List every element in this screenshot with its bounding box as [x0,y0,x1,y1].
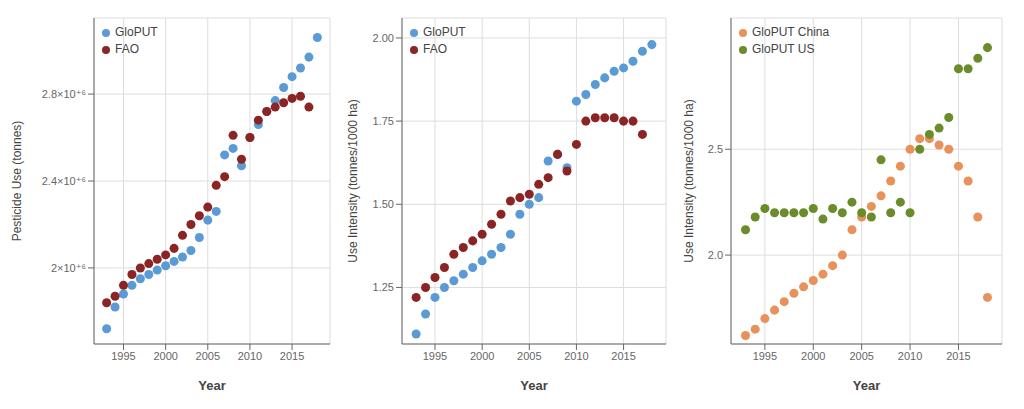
svg-text:Pesticide Use (tonnes): Pesticide Use (tonnes) [10,121,24,242]
html-text:GloPUT China: GloPUT China [752,25,830,39]
svg-text:2000: 2000 [801,350,825,362]
svg-text:1.50: 1.50 [373,198,394,210]
svg-text:Use Intensity (tonnes/1000 ha): Use Intensity (tonnes/1000 ha) [346,99,360,262]
svg-text:2.4×10⁺⁶: 2.4×10⁺⁶ [42,175,86,187]
svg-text:1.75: 1.75 [373,115,394,127]
svg-text:2005: 2005 [849,350,873,362]
html-text:FAO: FAO [115,42,139,56]
svg-text:2010: 2010 [238,350,262,362]
svg-text:1.25: 1.25 [373,281,394,293]
html-text:GloPUT US: GloPUT US [752,42,815,56]
svg-text:Year: Year [198,378,225,393]
svg-text:1995: 1995 [423,350,447,362]
svg-text:1995: 1995 [753,350,777,362]
svg-text:2005: 2005 [196,350,220,362]
svg-text:2.8×10⁺⁶: 2.8×10⁺⁶ [42,88,86,100]
svg-text:Year: Year [853,378,880,393]
html-text:FAO: FAO [423,42,447,56]
svg-text:2.5: 2.5 [708,143,723,155]
svg-text:2015: 2015 [946,350,970,362]
svg-text:2×10⁺⁶: 2×10⁺⁶ [51,262,86,274]
svg-text:2.00: 2.00 [373,32,394,44]
svg-text:2.0: 2.0 [708,249,723,261]
svg-text:2015: 2015 [280,350,304,362]
svg-text:1995: 1995 [111,350,135,362]
svg-text:2015: 2015 [611,350,635,362]
svg-text:2000: 2000 [153,350,177,362]
svg-text:2005: 2005 [517,350,541,362]
html-text:GloPUT: GloPUT [423,25,466,39]
html-text:GloPUT: GloPUT [115,25,158,39]
svg-text:Year: Year [520,378,547,393]
svg-text:2000: 2000 [470,350,494,362]
svg-text:2010: 2010 [564,350,588,362]
svg-text:2010: 2010 [898,350,922,362]
svg-text:Use Intensity (tonnes/1000 ha): Use Intensity (tonnes/1000 ha) [682,99,696,262]
